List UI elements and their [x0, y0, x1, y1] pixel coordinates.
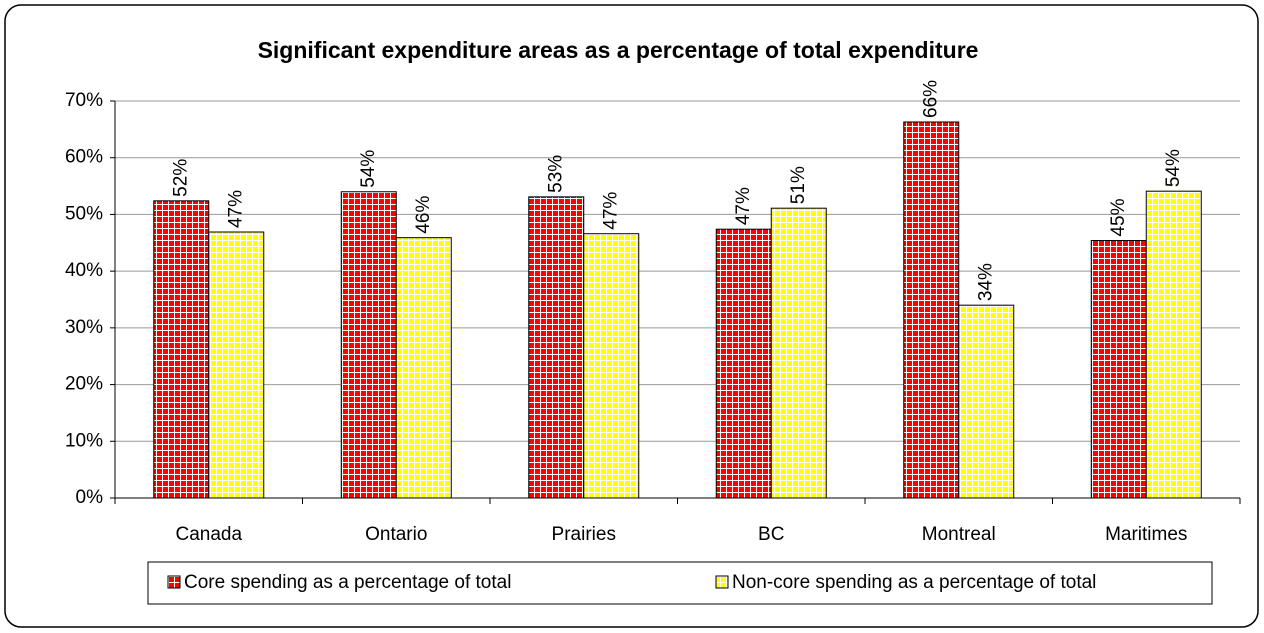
bar	[1090, 240, 1147, 499]
legend-swatch	[715, 575, 729, 589]
y-tick-label: 0%	[76, 487, 104, 508]
legend-swatch	[167, 575, 181, 589]
value-label: 47%	[600, 192, 621, 230]
y-tick-label: 60%	[65, 147, 103, 168]
legend-label: Core spending as a percentage of total	[184, 572, 511, 593]
bar	[208, 231, 265, 499]
value-label: 47%	[733, 187, 754, 225]
x-tick-label: Canada	[175, 524, 242, 545]
value-label: 51%	[788, 166, 809, 204]
bar	[395, 237, 452, 499]
bar	[583, 233, 640, 499]
x-tick-label: BC	[758, 524, 784, 545]
x-tick-label: Ontario	[365, 524, 427, 545]
bar	[340, 191, 397, 499]
bar	[903, 121, 960, 499]
legend-box	[147, 561, 1213, 605]
x-tick-label: Maritimes	[1105, 524, 1187, 545]
bar	[1145, 190, 1202, 499]
value-label: 52%	[170, 159, 191, 197]
y-tick-label: 10%	[65, 430, 103, 451]
legend-label: Non-core spending as a percentage of tot…	[732, 572, 1096, 593]
value-label: 54%	[358, 150, 379, 188]
value-label: 34%	[975, 263, 996, 301]
value-label: 45%	[1108, 198, 1129, 236]
value-label: 47%	[225, 190, 246, 228]
bar	[528, 196, 585, 499]
value-label: 66%	[920, 80, 941, 118]
y-tick-label: 40%	[65, 260, 103, 281]
bar	[958, 304, 1015, 499]
y-tick-label: 70%	[65, 90, 103, 111]
x-tick-label: Montreal	[922, 524, 996, 545]
x-tick-label: Prairies	[552, 524, 616, 545]
bar	[153, 200, 210, 499]
y-tick-label: 30%	[65, 317, 103, 338]
chart-title: Significant expenditure areas as a perce…	[258, 37, 979, 63]
value-label: 53%	[545, 155, 566, 193]
value-label: 54%	[1163, 149, 1184, 187]
bar	[715, 228, 772, 499]
y-tick-label: 20%	[65, 374, 103, 395]
y-tick-label: 50%	[65, 203, 103, 224]
bar	[770, 207, 827, 499]
value-label: 46%	[413, 196, 434, 234]
